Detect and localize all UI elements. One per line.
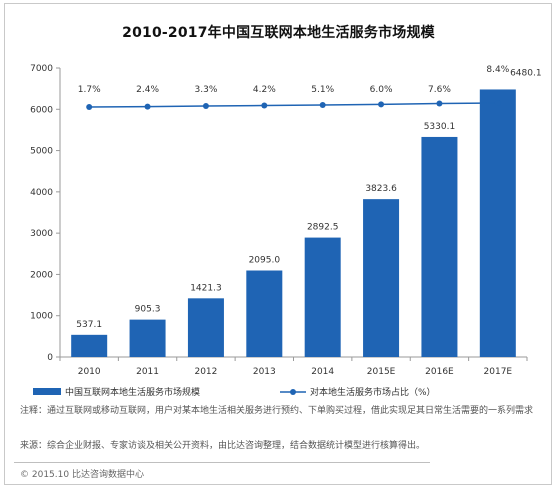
- y-tick-label: 7000: [30, 64, 53, 74]
- y-tick-label: 1000: [30, 312, 53, 322]
- bar-value-label: 537.1: [76, 320, 102, 330]
- copyright-text: © 2015.10 比达咨询数据中心: [20, 470, 144, 480]
- share-point: [144, 103, 151, 110]
- chart-frame: [4, 3, 552, 485]
- y-tick-label: 6000: [30, 105, 53, 115]
- y-tick-label: 2000: [30, 270, 53, 280]
- share-value-label: 8.4%: [486, 65, 509, 75]
- x-tick-label: 2010: [78, 367, 101, 377]
- x-tick-label: 2012: [194, 367, 217, 377]
- legend-bar-swatch: [33, 388, 61, 395]
- x-tick-label: 2017E: [484, 367, 513, 377]
- share-value-label: 6.0%: [370, 85, 393, 95]
- footer-divider: [14, 462, 430, 463]
- bar: [363, 199, 400, 357]
- bar: [479, 89, 516, 357]
- bar-value-label: 3823.6: [365, 184, 397, 194]
- bar: [129, 319, 166, 357]
- bar-value-label: 6480.1: [510, 68, 542, 78]
- chart-note: 注释：通过互联网或移动互联网，用户对某本地生活相关服务进行预约、下单购买过程，借…: [20, 406, 534, 416]
- bar-value-label: 1421.3: [190, 283, 222, 293]
- chart-source: 来源：综合企业财报、专家访谈及相关公开资料，由比达咨询整理，结合数据统计模型进行…: [20, 441, 426, 451]
- x-tick-label: 2015E: [367, 367, 396, 377]
- bar-value-label: 905.3: [135, 305, 161, 315]
- bar-value-label: 2095.0: [249, 256, 281, 266]
- y-tick-label: 5000: [30, 147, 53, 157]
- bar-value-label: 5330.1: [424, 122, 456, 132]
- bar: [71, 334, 108, 357]
- share-point: [202, 103, 209, 110]
- bar: [304, 237, 341, 357]
- share-value-label: 2.4%: [136, 85, 159, 95]
- x-tick-label: 2013: [253, 367, 276, 377]
- bar: [246, 270, 283, 357]
- bar-value-label: 2892.5: [307, 223, 339, 233]
- y-tick-label: 4000: [30, 188, 53, 198]
- share-point: [261, 102, 268, 109]
- bar: [187, 298, 224, 357]
- share-value-label: 1.7%: [78, 85, 101, 95]
- y-tick-label: 0: [47, 353, 53, 363]
- share-value-label: 4.2%: [253, 85, 276, 95]
- x-tick-label: 2011: [136, 367, 159, 377]
- share-point: [494, 100, 501, 106]
- share-value-label: 3.3%: [195, 85, 218, 95]
- bar: [421, 136, 458, 357]
- x-tick-label: 2014: [311, 367, 334, 377]
- y-tick-label: 3000: [30, 229, 53, 239]
- chart-title: 2010-2017年中国互联网本地生活服务市场规模: [122, 25, 435, 41]
- legend-line-marker: [290, 389, 296, 395]
- x-tick-label: 2016E: [425, 367, 454, 377]
- share-line: [89, 102, 498, 108]
- share-point: [378, 101, 385, 108]
- share-point: [86, 104, 93, 110]
- legend-bar-label: 中国互联网本地生活服务市场规模: [65, 386, 200, 398]
- share-point: [319, 101, 326, 108]
- share-point: [436, 100, 443, 107]
- share-value-label: 5.1%: [311, 85, 334, 95]
- share-value-label: 7.6%: [428, 85, 451, 95]
- legend-line-label: 对本地生活服务市场占比（%）: [310, 386, 436, 398]
